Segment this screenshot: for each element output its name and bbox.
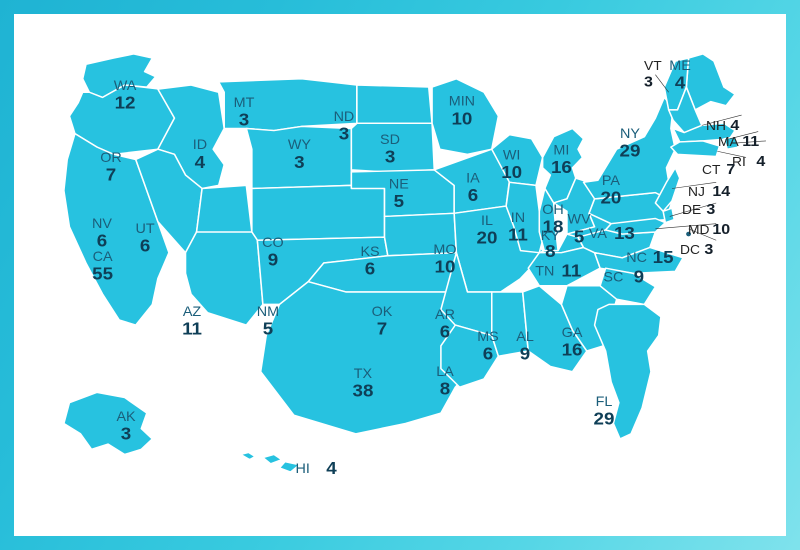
svg-text:5: 5 bbox=[263, 319, 273, 338]
svg-text:FL: FL bbox=[596, 393, 613, 408]
svg-text:9: 9 bbox=[634, 267, 644, 286]
svg-text:MA: MA bbox=[718, 135, 739, 149]
svg-text:29: 29 bbox=[620, 141, 641, 160]
svg-text:AR: AR bbox=[435, 306, 455, 321]
svg-text:10: 10 bbox=[501, 163, 522, 182]
svg-text:7: 7 bbox=[377, 319, 387, 338]
svg-text:3: 3 bbox=[239, 110, 249, 129]
svg-text:7: 7 bbox=[726, 162, 735, 178]
svg-text:UT: UT bbox=[135, 220, 155, 235]
svg-text:20: 20 bbox=[477, 228, 498, 247]
svg-text:38: 38 bbox=[353, 381, 374, 400]
svg-text:MI: MI bbox=[553, 142, 569, 157]
svg-text:4: 4 bbox=[756, 154, 765, 170]
svg-text:TN: TN bbox=[535, 263, 554, 278]
svg-text:6: 6 bbox=[468, 185, 478, 204]
svg-text:AK: AK bbox=[116, 408, 136, 423]
svg-text:IN: IN bbox=[511, 209, 525, 224]
svg-text:11: 11 bbox=[742, 134, 759, 150]
svg-text:MS: MS bbox=[477, 328, 499, 343]
svg-text:VT: VT bbox=[644, 58, 662, 72]
svg-text:CO: CO bbox=[262, 234, 284, 249]
svg-text:AZ: AZ bbox=[183, 303, 202, 318]
svg-text:13: 13 bbox=[614, 224, 635, 243]
svg-text:ME: ME bbox=[669, 57, 691, 72]
svg-text:OR: OR bbox=[100, 149, 122, 164]
svg-text:NC: NC bbox=[626, 249, 647, 264]
svg-text:6: 6 bbox=[97, 231, 107, 250]
svg-text:CT: CT bbox=[702, 163, 720, 177]
svg-text:MIN: MIN bbox=[449, 93, 475, 108]
svg-text:4: 4 bbox=[195, 152, 206, 171]
svg-text:MD: MD bbox=[688, 223, 710, 237]
svg-text:AL: AL bbox=[516, 328, 534, 343]
svg-text:3: 3 bbox=[339, 124, 349, 143]
svg-text:11: 11 bbox=[508, 225, 528, 244]
svg-text:OH: OH bbox=[542, 201, 564, 216]
svg-text:6: 6 bbox=[440, 322, 450, 341]
svg-text:11: 11 bbox=[182, 319, 202, 338]
svg-text:6: 6 bbox=[365, 259, 375, 278]
svg-text:IA: IA bbox=[466, 170, 480, 185]
svg-text:DE: DE bbox=[682, 203, 701, 217]
svg-text:DC: DC bbox=[680, 243, 700, 257]
svg-text:KS: KS bbox=[360, 243, 379, 258]
svg-text:4: 4 bbox=[675, 73, 686, 92]
svg-text:HI: HI bbox=[296, 461, 310, 476]
svg-text:6: 6 bbox=[483, 344, 493, 363]
svg-text:29: 29 bbox=[594, 409, 615, 428]
svg-text:3: 3 bbox=[704, 242, 713, 258]
svg-text:3: 3 bbox=[121, 424, 131, 443]
svg-text:NM: NM bbox=[257, 303, 279, 318]
svg-text:SD: SD bbox=[380, 131, 400, 146]
svg-text:NH: NH bbox=[706, 119, 726, 133]
svg-text:LA: LA bbox=[436, 363, 454, 378]
svg-text:16: 16 bbox=[562, 340, 583, 359]
svg-text:WV: WV bbox=[568, 211, 592, 226]
svg-text:3: 3 bbox=[644, 74, 653, 90]
svg-text:11: 11 bbox=[561, 261, 581, 280]
svg-text:8: 8 bbox=[545, 241, 555, 260]
svg-text:IL: IL bbox=[481, 212, 493, 227]
svg-text:12: 12 bbox=[115, 93, 136, 112]
svg-text:3: 3 bbox=[706, 202, 715, 218]
svg-text:9: 9 bbox=[520, 344, 530, 363]
svg-text:6: 6 bbox=[140, 236, 150, 255]
svg-text:10: 10 bbox=[451, 109, 472, 128]
svg-text:14: 14 bbox=[712, 184, 730, 200]
svg-text:ND: ND bbox=[334, 108, 355, 123]
svg-text:GA: GA bbox=[562, 324, 583, 339]
svg-text:3: 3 bbox=[385, 147, 395, 166]
svg-text:WY: WY bbox=[288, 137, 311, 152]
svg-text:TX: TX bbox=[354, 365, 372, 380]
svg-text:PA: PA bbox=[602, 172, 621, 187]
svg-text:NJ: NJ bbox=[688, 185, 705, 199]
svg-text:10: 10 bbox=[435, 257, 456, 276]
svg-text:3: 3 bbox=[294, 152, 304, 171]
svg-text:8: 8 bbox=[440, 379, 450, 398]
svg-text:4: 4 bbox=[326, 459, 337, 478]
svg-text:15: 15 bbox=[653, 248, 674, 267]
svg-text:MT: MT bbox=[234, 94, 255, 109]
svg-text:NY: NY bbox=[620, 125, 640, 140]
svg-text:SC: SC bbox=[603, 269, 623, 284]
svg-text:WA: WA bbox=[114, 77, 137, 92]
svg-text:7: 7 bbox=[106, 165, 116, 184]
svg-text:5: 5 bbox=[574, 227, 584, 246]
svg-text:10: 10 bbox=[712, 222, 730, 238]
svg-text:WI: WI bbox=[503, 147, 521, 162]
svg-text:NV: NV bbox=[92, 215, 113, 230]
svg-text:CA: CA bbox=[93, 248, 114, 263]
svg-text:5: 5 bbox=[394, 192, 404, 211]
svg-text:OK: OK bbox=[372, 303, 393, 318]
svg-text:ID: ID bbox=[193, 137, 207, 152]
svg-text:VA: VA bbox=[589, 226, 608, 241]
svg-text:9: 9 bbox=[268, 250, 278, 269]
svg-text:16: 16 bbox=[551, 158, 572, 177]
svg-text:MO: MO bbox=[433, 241, 456, 256]
svg-text:55: 55 bbox=[92, 264, 113, 283]
svg-text:20: 20 bbox=[600, 188, 621, 207]
svg-text:4: 4 bbox=[730, 118, 739, 134]
svg-text:NE: NE bbox=[389, 176, 409, 191]
